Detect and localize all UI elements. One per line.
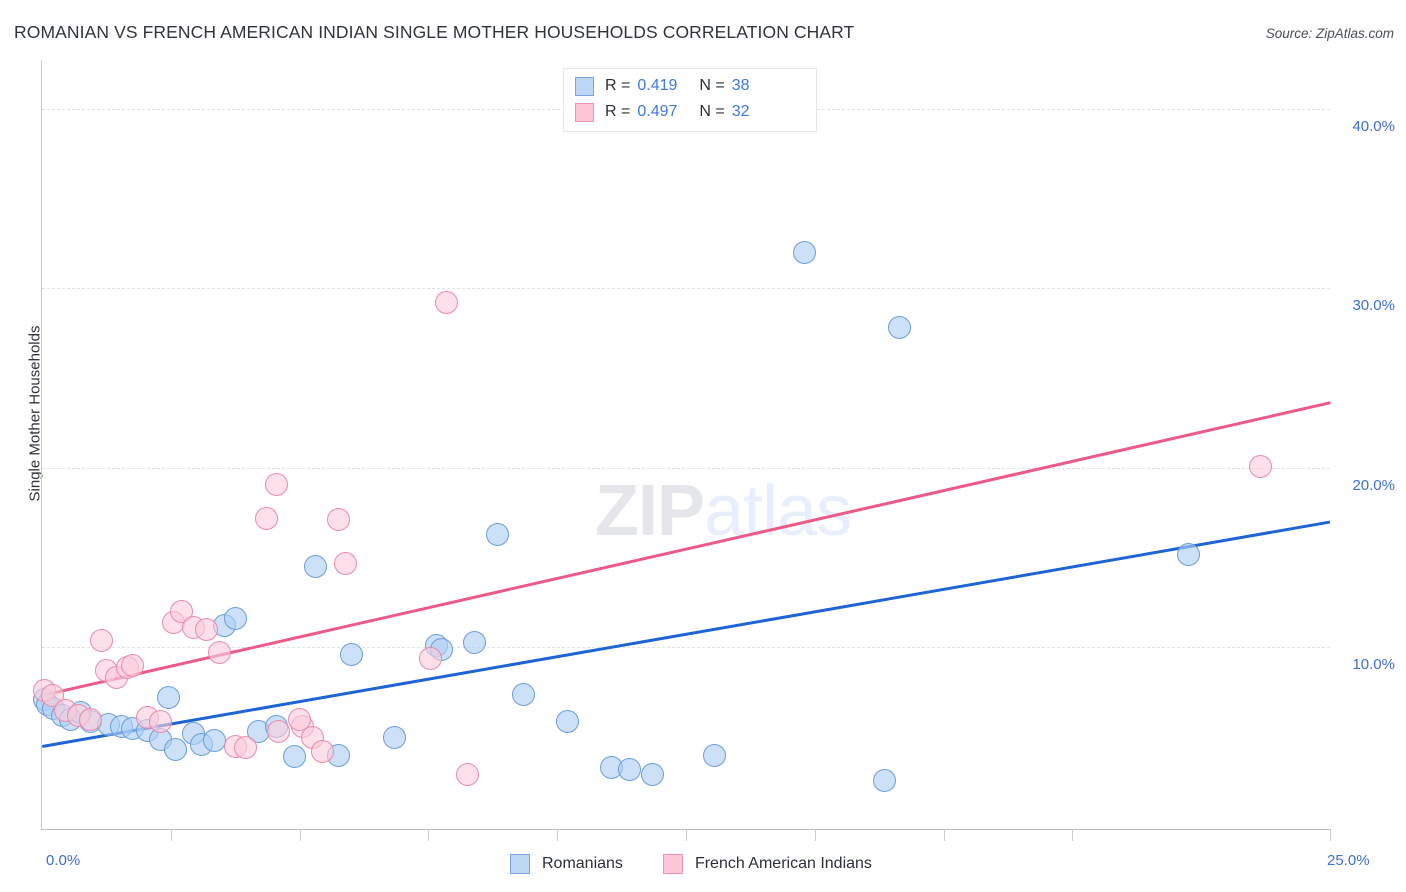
x-axis-tick xyxy=(557,829,559,841)
x-axis-tick xyxy=(1330,829,1331,841)
r-value-french-american-indians: 0.497 xyxy=(637,103,678,120)
gridline-y xyxy=(42,288,1330,290)
legend-item-romanians[interactable]: Romanians xyxy=(510,854,623,874)
series-legend: Romanians French American Indians xyxy=(510,852,912,876)
data-point-romanians[interactable] xyxy=(282,745,306,769)
data-point-romanians[interactable] xyxy=(156,686,180,710)
data-point-french-american-indians[interactable] xyxy=(89,628,113,652)
n-value-romanians: 38 xyxy=(731,77,750,94)
data-point-french-american-indians[interactable] xyxy=(434,291,458,315)
data-point-french-american-indians[interactable] xyxy=(79,707,103,731)
x-axis-tick xyxy=(814,829,816,841)
x-axis-tick xyxy=(299,829,301,841)
data-point-french-american-indians[interactable] xyxy=(326,508,350,532)
data-point-romanians[interactable] xyxy=(223,607,247,631)
data-point-french-american-indians[interactable] xyxy=(120,653,144,677)
data-point-french-american-indians[interactable] xyxy=(311,740,335,764)
data-point-romanians[interactable] xyxy=(203,729,227,753)
data-point-romanians[interactable] xyxy=(486,522,510,546)
data-point-romanians[interactable] xyxy=(617,758,641,782)
page-title: ROMANIAN VS FRENCH AMERICAN INDIAN SINGL… xyxy=(14,22,855,42)
trend-line-french-american-indians xyxy=(42,401,1331,698)
y-axis-tick-label: 30.0% xyxy=(1352,297,1395,315)
gridline-y xyxy=(42,467,1330,469)
data-point-romanians[interactable] xyxy=(339,643,363,667)
legend-label-french-american-indians: French American Indians xyxy=(694,855,872,872)
y-axis-tick-label: 20.0% xyxy=(1352,476,1395,494)
data-point-romanians[interactable] xyxy=(1176,542,1200,566)
data-point-romanians[interactable] xyxy=(556,709,579,733)
correlation-legend-box: R = 0.419 N = 38 R = 0.497 N = 32 xyxy=(563,68,817,132)
data-point-french-american-indians[interactable] xyxy=(264,472,288,496)
y-axis-tick-label: 40.0% xyxy=(1352,117,1395,135)
data-point-romanians[interactable] xyxy=(164,738,188,762)
data-point-romanians[interactable] xyxy=(792,240,816,264)
data-point-romanians[interactable] xyxy=(463,630,487,654)
trend-line-romanians xyxy=(42,520,1331,749)
plot-area: ZIPatlas xyxy=(33,62,1331,827)
watermark-atlas: atlas xyxy=(704,471,852,551)
legend-swatch-romanians-icon xyxy=(510,854,530,874)
data-point-french-american-indians[interactable] xyxy=(267,720,291,744)
r-label-romanians: R = xyxy=(605,77,631,94)
x-axis-tick-label-min: 0.0% xyxy=(46,852,81,869)
watermark-zip: ZIP xyxy=(595,471,705,551)
x-axis-tick xyxy=(428,829,430,841)
data-point-french-american-indians[interactable] xyxy=(288,707,312,731)
data-point-french-american-indians[interactable] xyxy=(1248,454,1272,478)
legend-swatch-french-american-indians-icon xyxy=(662,854,683,874)
y-axis-line xyxy=(41,60,42,830)
data-point-french-american-indians[interactable] xyxy=(148,709,172,733)
zipatlas-watermark: ZIPatlas xyxy=(595,469,935,554)
x-axis-tick xyxy=(170,829,172,841)
n-label-romanians: N = xyxy=(699,77,725,94)
data-point-french-american-indians[interactable] xyxy=(254,506,278,530)
x-axis-tick xyxy=(943,829,945,841)
x-axis-tick xyxy=(686,829,687,841)
data-point-french-american-indians[interactable] xyxy=(208,641,232,665)
r-label-french-american-indians: R = xyxy=(605,103,631,120)
data-point-romanians[interactable] xyxy=(702,743,726,767)
y-axis-tick-label: 10.0% xyxy=(1352,656,1395,674)
x-axis-tick xyxy=(1072,829,1074,841)
n-value-french-american-indians: 32 xyxy=(731,103,750,120)
gridline-y xyxy=(42,647,1330,649)
correlation-row-romanians: R = 0.419 N = 38 xyxy=(575,73,750,99)
legend-item-french-american-indians[interactable]: French American Indians xyxy=(662,854,872,874)
swatch-french-american-indians-icon xyxy=(575,102,594,122)
data-point-french-american-indians[interactable] xyxy=(334,551,358,575)
data-point-french-american-indians[interactable] xyxy=(234,736,257,760)
swatch-romanians-icon xyxy=(575,76,594,96)
data-point-romanians[interactable] xyxy=(512,682,536,706)
r-value-romanians: 0.419 xyxy=(637,77,678,94)
data-point-french-american-indians[interactable] xyxy=(455,763,479,787)
data-point-romanians[interactable] xyxy=(888,316,912,340)
data-point-romanians[interactable] xyxy=(383,725,407,749)
data-point-romanians[interactable] xyxy=(303,555,327,579)
x-axis-tick-label-max: 25.0% xyxy=(1327,852,1370,869)
data-point-french-american-indians[interactable] xyxy=(419,646,443,670)
legend-label-romanians: Romanians xyxy=(542,855,623,872)
source-attribution: Source: ZipAtlas.com xyxy=(1265,26,1394,41)
n-label-french-american-indians: N = xyxy=(699,103,725,120)
data-point-french-american-indians[interactable] xyxy=(195,617,219,641)
data-point-romanians[interactable] xyxy=(641,763,664,787)
correlation-row-french-american-indians: R = 0.497 N = 32 xyxy=(575,99,750,125)
data-point-romanians[interactable] xyxy=(872,768,896,792)
